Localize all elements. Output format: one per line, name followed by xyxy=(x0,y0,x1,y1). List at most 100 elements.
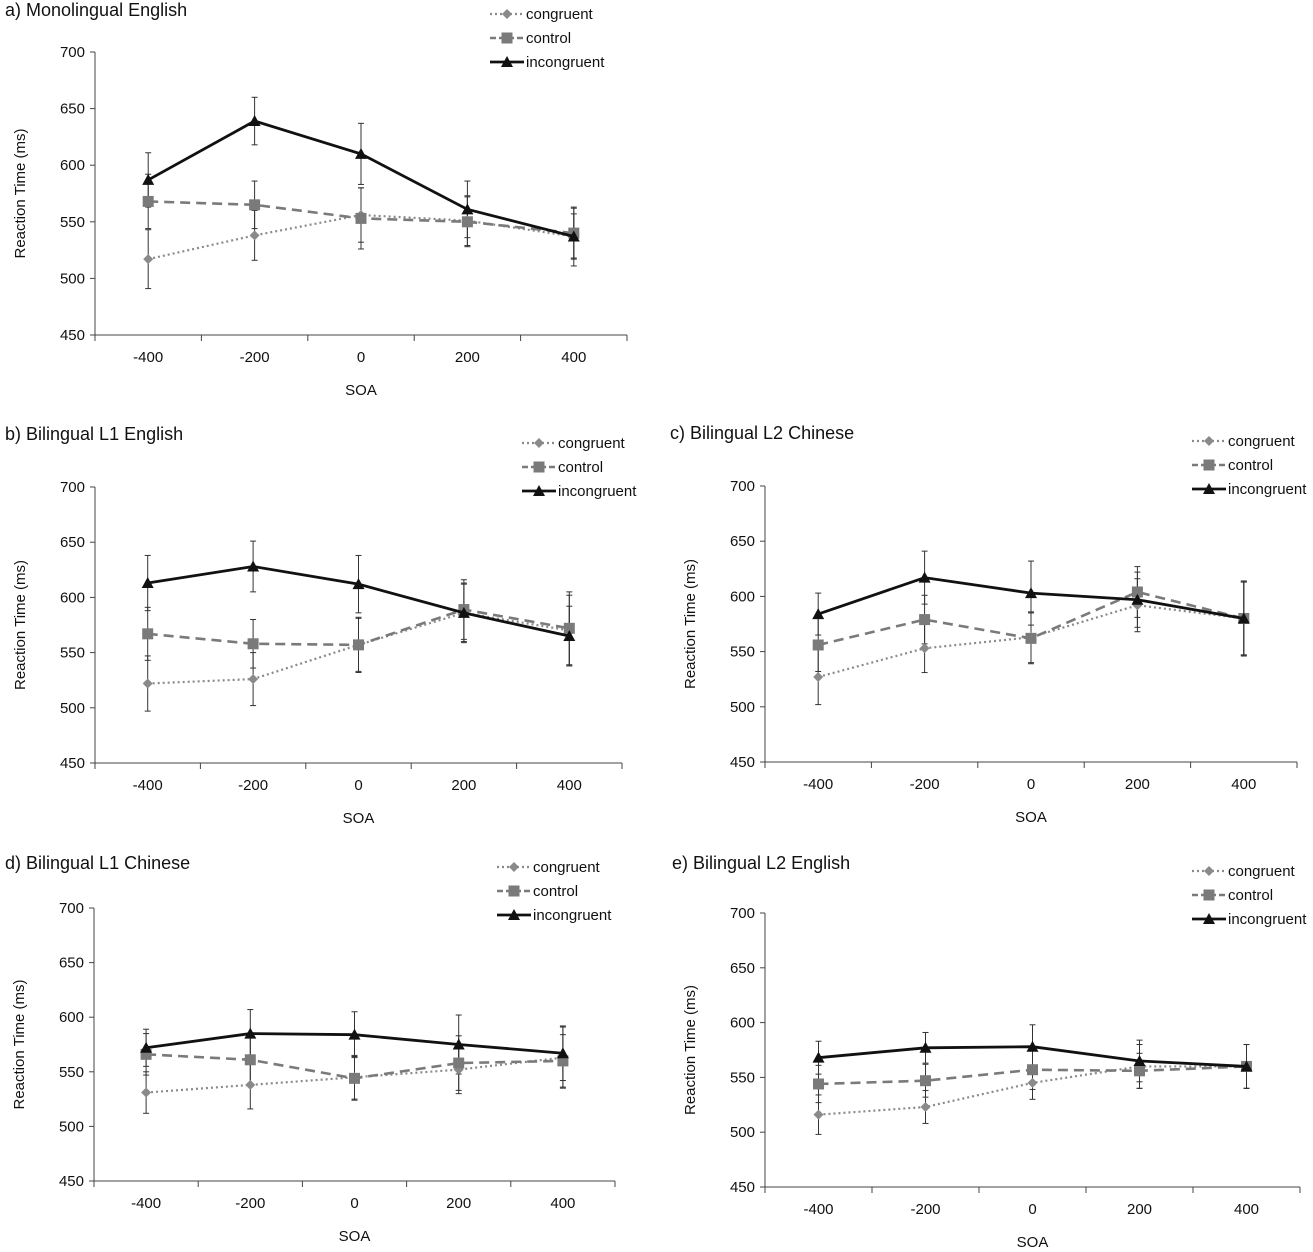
legend-marker-congruent xyxy=(534,438,544,448)
data-point-congruent xyxy=(919,643,930,654)
legend-label: control xyxy=(526,30,571,47)
data-point-control xyxy=(1027,1064,1038,1076)
x-axis-label: SOA xyxy=(339,1228,371,1245)
legend-marker-control xyxy=(1203,459,1215,471)
data-point-incongruent xyxy=(919,1041,932,1053)
data-point-incongruent xyxy=(457,606,470,618)
legend-marker-congruent xyxy=(502,9,512,19)
x-tick-label: 400 xyxy=(557,777,582,794)
chart-title: c) Bilingual L2 Chinese xyxy=(670,423,854,443)
legend-marker-incongruent xyxy=(1203,483,1215,494)
data-point-incongruent xyxy=(352,578,365,590)
y-tick-label: 650 xyxy=(60,101,85,118)
data-point-control xyxy=(249,199,261,211)
y-tick-label: 550 xyxy=(60,645,85,662)
legend-marker-congruent xyxy=(509,862,519,872)
data-point-control xyxy=(140,1048,152,1060)
y-tick-label: 500 xyxy=(59,1118,84,1135)
x-axis-label: SOA xyxy=(1015,809,1047,826)
chart-title: d) Bilingual L1 Chinese xyxy=(5,853,190,873)
data-point-control xyxy=(142,628,154,640)
data-point-control xyxy=(1134,1065,1145,1077)
y-tick-label: 700 xyxy=(730,478,755,495)
chart-title: b) Bilingual L1 English xyxy=(5,424,183,444)
y-tick-label: 600 xyxy=(59,1009,84,1026)
x-tick-label: -400 xyxy=(133,349,163,366)
data-point-incongruent xyxy=(1025,587,1037,599)
data-point-incongruent xyxy=(556,1047,569,1059)
legend-label: congruent xyxy=(526,6,594,23)
data-point-incongruent xyxy=(142,173,155,185)
data-point-incongruent xyxy=(812,1051,825,1063)
x-tick-label: 400 xyxy=(1234,1201,1259,1218)
data-point-control xyxy=(353,639,364,651)
panel-a: a) Monolingual English 450 500 550 600 650 700… xyxy=(5,0,628,399)
y-tick-label: 700 xyxy=(59,900,84,917)
legend-label: congruent xyxy=(533,859,601,876)
y-tick-label: 600 xyxy=(730,588,755,605)
panel-b: b) Bilingual L1 English 450 500 550 600 650 70… xyxy=(5,424,637,827)
data-point-congruent xyxy=(141,1087,152,1098)
x-tick-label: 0 xyxy=(1027,776,1035,793)
data-point-control xyxy=(1025,632,1037,644)
x-tick-label: -200 xyxy=(235,1195,265,1212)
x-tick-label: 200 xyxy=(1125,776,1150,793)
y-tick-label: 450 xyxy=(60,327,85,344)
data-point-incongruent xyxy=(355,147,367,159)
y-axis-label: Reaction Time (ms) xyxy=(12,128,29,258)
data-point-incongruent xyxy=(452,1038,465,1050)
x-tick-label: 0 xyxy=(354,777,362,794)
x-axis-label: SOA xyxy=(345,382,377,399)
y-tick-label: 600 xyxy=(60,157,85,174)
legend-marker-control xyxy=(501,32,513,44)
data-point-congruent xyxy=(249,230,260,241)
data-point-congruent xyxy=(813,1109,824,1120)
data-point-incongruent xyxy=(1240,1060,1253,1072)
data-point-control xyxy=(919,614,931,626)
data-point-control xyxy=(557,1055,569,1067)
y-tick-label: 700 xyxy=(730,905,755,922)
data-point-incongruent xyxy=(248,115,261,127)
x-tick-label: -200 xyxy=(240,349,270,366)
data-point-control xyxy=(813,1078,824,1090)
x-tick-label: -200 xyxy=(910,776,940,793)
legend-label: congruent xyxy=(1228,863,1296,880)
data-point-incongruent xyxy=(461,203,474,215)
y-axis-label: Reaction Time (ms) xyxy=(682,559,699,689)
legend-marker-incongruent xyxy=(501,56,513,67)
legend-label: congruent xyxy=(558,435,626,452)
data-point-congruent xyxy=(813,671,824,682)
x-tick-label: 200 xyxy=(451,777,476,794)
data-point-congruent xyxy=(248,674,259,685)
legend-marker-incongruent xyxy=(533,485,545,496)
data-point-control xyxy=(920,1075,931,1087)
y-axis-label: Reaction Time (ms) xyxy=(11,979,28,1109)
y-tick-label: 550 xyxy=(730,1069,755,1086)
y-tick-label: 500 xyxy=(60,700,85,717)
chart-title: e) Bilingual L2 English xyxy=(672,853,850,873)
legend-label: incongruent xyxy=(1228,911,1307,928)
x-tick-label: 0 xyxy=(357,349,365,366)
x-tick-label: 400 xyxy=(550,1195,575,1212)
data-point-control xyxy=(247,638,259,650)
y-tick-label: 450 xyxy=(730,1179,755,1196)
x-tick-label: -200 xyxy=(238,777,268,794)
panel-c: c) Bilingual L2 Chinese 450 500 550 600 650 70… xyxy=(670,423,1307,826)
legend-marker-control xyxy=(1203,889,1215,901)
legend-label: control xyxy=(558,459,603,476)
y-tick-label: 500 xyxy=(730,699,755,716)
y-tick-label: 650 xyxy=(60,534,85,551)
y-tick-label: 550 xyxy=(730,644,755,661)
legend-label: control xyxy=(533,883,578,900)
data-point-congruent xyxy=(245,1079,256,1090)
panel-e: e) Bilingual L2 English 450 500 550 600 650 70… xyxy=(672,853,1307,1251)
y-tick-label: 450 xyxy=(60,755,85,772)
data-point-control xyxy=(461,216,473,228)
data-point-control xyxy=(244,1054,256,1066)
data-point-congruent xyxy=(920,1101,931,1112)
legend-label: incongruent xyxy=(1228,481,1307,498)
legend-marker-control xyxy=(533,461,545,473)
x-tick-label: 400 xyxy=(1231,776,1256,793)
data-point-control xyxy=(453,1057,465,1069)
